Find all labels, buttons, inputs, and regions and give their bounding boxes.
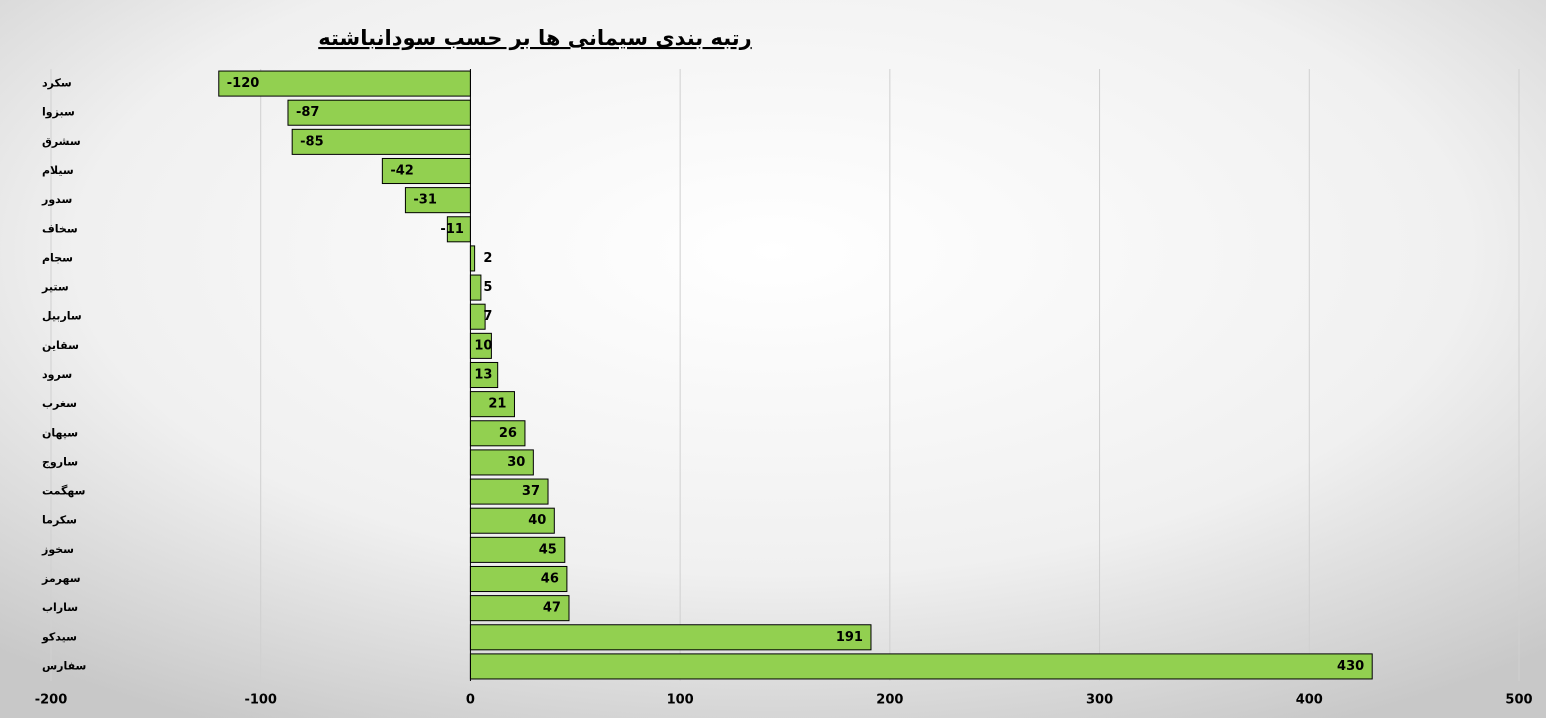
y-tick-label: سهگمت bbox=[42, 485, 86, 498]
x-tick-label: -100 bbox=[244, 693, 277, 708]
value-label: 47 bbox=[543, 601, 561, 616]
y-tick-label: سغرب bbox=[42, 397, 77, 410]
bar bbox=[469, 449, 534, 476]
value-label: 7 bbox=[483, 309, 492, 324]
y-tick-label: سدور bbox=[41, 193, 72, 206]
value-label: 37 bbox=[522, 484, 540, 499]
y-tick-label: ساروج bbox=[42, 455, 78, 469]
y-tick-label: سکرد bbox=[42, 77, 72, 90]
value-label: -11 bbox=[440, 222, 464, 237]
value-label: 46 bbox=[541, 572, 559, 587]
y-tick-label: ساراب bbox=[42, 601, 78, 614]
bar bbox=[469, 536, 566, 563]
value-label: -85 bbox=[300, 134, 324, 149]
y-tick-label: سپهان bbox=[42, 426, 78, 439]
bar bbox=[469, 274, 482, 301]
y-tick-label: سهرمز bbox=[41, 572, 81, 585]
bar bbox=[469, 653, 1373, 680]
value-label: 191 bbox=[836, 630, 863, 645]
value-label: -31 bbox=[413, 193, 437, 208]
y-tick-label: سیلام bbox=[42, 164, 74, 177]
bar bbox=[287, 99, 471, 126]
y-tick-label: سبزوا bbox=[42, 106, 75, 119]
x-tick-label: 400 bbox=[1296, 693, 1323, 708]
value-label: 10 bbox=[474, 338, 492, 353]
x-tick-label: 500 bbox=[1505, 693, 1532, 708]
value-label: -42 bbox=[390, 164, 414, 179]
x-tick-label: 100 bbox=[667, 693, 694, 708]
y-tick-label: سشرق bbox=[42, 135, 81, 148]
y-tick-label: سقاین bbox=[42, 339, 79, 352]
bar bbox=[469, 478, 549, 505]
bar bbox=[469, 595, 570, 622]
bar bbox=[469, 624, 872, 651]
value-label: -87 bbox=[296, 105, 320, 120]
value-label: 5 bbox=[483, 280, 492, 295]
x-tick-label: 200 bbox=[876, 693, 903, 708]
y-tick-label: سخاف bbox=[42, 222, 78, 235]
value-label: 430 bbox=[1337, 659, 1364, 674]
value-label: 45 bbox=[539, 542, 557, 557]
bar bbox=[469, 507, 555, 534]
x-tick-label: -200 bbox=[35, 693, 68, 708]
y-tick-label: سفارس bbox=[42, 659, 86, 672]
value-label: 30 bbox=[507, 455, 525, 470]
x-tick-label: 0 bbox=[466, 693, 475, 708]
y-tick-label: سرود bbox=[42, 368, 72, 381]
y-tick-label: ستیر bbox=[41, 281, 69, 294]
y-tick-label: سکرما bbox=[42, 514, 77, 527]
chart-title: رتبه بندی سیمانی ها بر حسب سودانباشته bbox=[318, 26, 752, 50]
bar bbox=[469, 361, 499, 389]
bar bbox=[218, 70, 471, 97]
bar bbox=[469, 245, 476, 272]
value-label: -120 bbox=[227, 76, 260, 91]
value-label: 40 bbox=[528, 513, 546, 528]
value-label: 2 bbox=[483, 251, 492, 266]
value-label: 21 bbox=[488, 397, 506, 412]
y-tick-label: سخوز bbox=[41, 543, 74, 556]
value-label: 13 bbox=[474, 368, 492, 383]
value-label: 26 bbox=[499, 426, 517, 441]
x-tick-label: 300 bbox=[1086, 693, 1113, 708]
bar bbox=[469, 565, 568, 593]
bar bbox=[469, 391, 515, 418]
y-tick-label: سجام bbox=[42, 251, 73, 264]
y-tick-label: ساربیل bbox=[42, 310, 82, 323]
y-tick-label: سیدکو bbox=[41, 630, 77, 643]
